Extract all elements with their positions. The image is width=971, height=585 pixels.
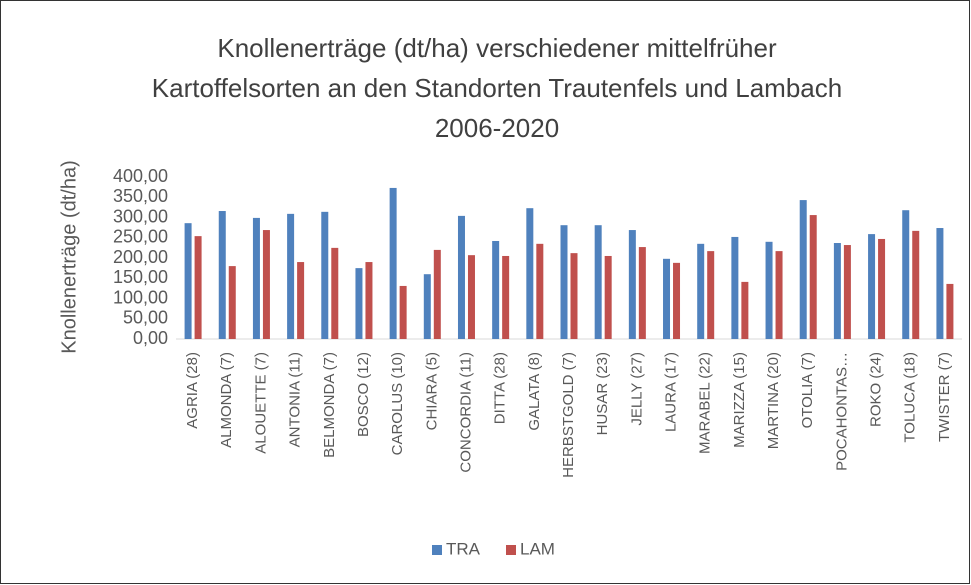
x-tick-label: CAROLUS (10) (389, 352, 406, 455)
bar (331, 247, 339, 339)
bar (184, 223, 192, 339)
bar (467, 255, 475, 339)
bar (604, 255, 612, 339)
y-tick-label: 0,00 (133, 328, 168, 348)
bar (297, 262, 305, 339)
x-tick-label: MARIZZA (15) (731, 352, 748, 448)
bar (228, 266, 236, 339)
bar (902, 210, 910, 339)
y-tick-label: 400,00 (113, 166, 168, 186)
x-tick-label: BELMONDA (7) (321, 352, 338, 458)
x-tick-label: MARTINA (20) (765, 352, 782, 449)
bar (946, 283, 954, 339)
x-tick-label: TOLUCA (18) (902, 352, 919, 443)
bar (252, 217, 260, 339)
bar (365, 262, 373, 339)
bar (673, 262, 681, 339)
bar (321, 211, 329, 339)
legend-swatch (506, 545, 516, 555)
bar (262, 230, 270, 339)
bar (663, 258, 671, 339)
x-tick-label: CHIARA (5) (423, 352, 440, 430)
legend-label: LAM (520, 539, 555, 558)
bar (457, 215, 465, 339)
legend-label: TRA (446, 539, 481, 558)
bar (697, 243, 705, 339)
bar (707, 251, 715, 339)
bar (799, 200, 807, 339)
legend-swatch (432, 545, 442, 555)
bar (878, 238, 886, 339)
x-tick-label: LAURA (17) (662, 352, 679, 432)
y-tick-label: 100,00 (113, 287, 168, 307)
bar (868, 234, 876, 339)
bar (765, 241, 773, 339)
bar (560, 225, 568, 339)
x-tick-label: ROKO (24) (868, 352, 885, 427)
x-tick-label: MARABEL (22) (697, 352, 714, 454)
y-tick-label: 300,00 (113, 206, 168, 226)
x-tick-label: TWISTER (7) (936, 352, 953, 442)
bar (389, 187, 397, 339)
bar (741, 281, 749, 339)
x-tick-label: HUSAR (23) (594, 352, 611, 435)
bar (492, 240, 500, 339)
x-tick-label: POCAHONTAS… (833, 352, 850, 471)
x-tick-label: OTOLIA (7) (799, 352, 816, 428)
bar (433, 249, 441, 339)
bar (936, 228, 944, 339)
bar (833, 243, 841, 339)
bar (638, 247, 646, 339)
x-tick-label: GALATA (8) (526, 352, 543, 431)
bar (536, 243, 544, 339)
bar (287, 213, 295, 339)
bar (912, 230, 920, 339)
bar (628, 230, 636, 339)
bar (194, 236, 202, 339)
bar (399, 285, 407, 339)
y-axis-label: Knollenerträge (dt/ha) (58, 160, 80, 353)
bar (775, 251, 783, 339)
bar (809, 215, 817, 339)
y-tick-label: 350,00 (113, 186, 168, 206)
bar (843, 245, 851, 339)
bar (731, 236, 739, 339)
bar (355, 268, 363, 339)
y-tick-label: 200,00 (113, 247, 168, 267)
bar (570, 253, 578, 339)
y-tick-label: 150,00 (113, 267, 168, 287)
x-tick-label: HERBSTGOLD (7) (560, 352, 577, 478)
y-tick-label: 50,00 (123, 308, 168, 328)
bar (594, 225, 602, 339)
x-tick-label: DITTA (28) (492, 352, 509, 424)
x-tick-label: BOSCO (12) (355, 352, 372, 437)
bar (218, 211, 226, 339)
x-tick-label: ANTONIA (11) (287, 352, 304, 447)
x-tick-label: ALMONDA (7) (218, 352, 235, 448)
x-tick-label: ALOUETTE (7) (252, 352, 269, 454)
bar (526, 208, 534, 339)
bar (423, 274, 431, 339)
bar (502, 255, 510, 339)
x-tick-label: JELLY (27) (628, 352, 645, 426)
y-tick-label: 250,00 (113, 227, 168, 247)
chart-title: Knollenerträge (dt/ha) verschiedener mit… (151, 33, 843, 143)
x-tick-label: AGRIA (28) (184, 352, 201, 429)
x-tick-label: CONCORDIA (11) (457, 352, 474, 473)
